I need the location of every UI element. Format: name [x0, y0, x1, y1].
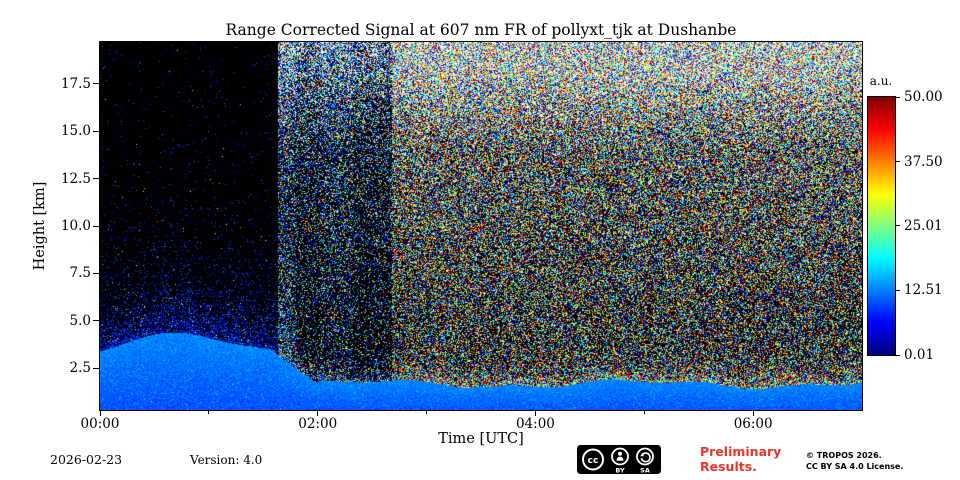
sa-label: SA	[640, 467, 650, 475]
colorbar-tick-mark	[896, 161, 900, 162]
attribution-icon	[611, 447, 629, 466]
attribution-icon-body	[616, 456, 624, 461]
copyright-line-2: CC BY SA 4.0 License.	[806, 461, 904, 471]
cc-icon	[582, 448, 604, 471]
x-minor-tick-mark	[208, 410, 210, 414]
colorbar-tick-mark	[896, 225, 900, 227]
by-label: BY	[615, 467, 625, 475]
copyright-line-1: © TROPOS 2026.	[806, 451, 882, 460]
colorbar-frame	[867, 96, 896, 356]
colorbar-tick-label: 0.01	[904, 347, 935, 363]
y-tick-label: 17.5	[60, 75, 91, 92]
y-tick-mark	[93, 83, 99, 85]
x-tick-label: 00:00	[80, 416, 120, 432]
preliminary-line-1: Preliminary	[700, 444, 782, 459]
x-tick-label: 02:00	[298, 416, 338, 432]
preliminary-results-note: Preliminary Results.	[700, 444, 781, 474]
colorbar-tick-label: 50.00	[904, 89, 943, 105]
y-tick-mark	[93, 367, 99, 369]
y-tick-label: 7.5	[69, 265, 91, 282]
colorbar-tick-label: 37.50	[904, 153, 943, 170]
y-tick-label: 5.0	[69, 312, 91, 329]
colorbar-tick-label: 12.51	[904, 282, 943, 299]
copyright-note: © TROPOS 2026. CC BY SA 4.0 License.	[806, 451, 903, 472]
heatmap-canvas	[100, 42, 862, 410]
colorbar-tick-mark	[896, 289, 900, 291]
cc-by-sa-badge-graphic: cc BY SA	[576, 444, 662, 475]
x-tick-label: 06:00	[733, 416, 773, 432]
x-axis-label: Time [UTC]	[438, 431, 524, 447]
x-minor-tick-mark	[426, 410, 428, 414]
colorbar-gradient	[868, 97, 895, 355]
share-alike-icon	[636, 447, 654, 466]
cc-icon-label: cc	[588, 456, 599, 466]
x-tick-mark	[317, 410, 319, 416]
y-tick-mark	[93, 225, 99, 227]
measurement-date: 2026-02-23	[50, 452, 123, 467]
x-tick-mark	[752, 410, 754, 416]
x-tick-label: 04:00	[515, 416, 555, 432]
preliminary-line-2: Results.	[700, 459, 757, 474]
colorbar-unit-label: a.u.	[869, 74, 893, 88]
heatmap-plot-frame	[99, 41, 863, 411]
y-tick-label: 10.0	[60, 218, 91, 234]
share-alike-arrowhead	[640, 452, 645, 457]
y-tick-mark	[93, 178, 99, 180]
attribution-icon-head	[618, 451, 622, 456]
y-tick-mark	[93, 320, 99, 322]
colorbar-tick-label: 25.01	[904, 217, 943, 234]
cc-by-sa-badge[interactable]: cc BY SA	[576, 444, 662, 475]
version-label: Version: 4.0	[190, 453, 263, 467]
colorbar-tick-mark	[896, 96, 900, 98]
x-minor-tick-mark	[643, 410, 645, 414]
y-tick-label: 15.0	[60, 123, 91, 140]
y-axis-label: Height [km]	[32, 181, 48, 271]
y-tick-mark	[93, 130, 99, 132]
x-tick-mark	[99, 410, 101, 416]
share-alike-arrow	[640, 452, 651, 463]
x-tick-mark	[534, 410, 536, 416]
y-tick-label: 12.5	[60, 170, 91, 187]
y-tick-mark	[93, 272, 99, 274]
chart-title: Range Corrected Signal at 607 nm FR of p…	[225, 21, 737, 39]
colorbar-tick-mark	[896, 354, 900, 356]
y-tick-label: 2.5	[69, 360, 91, 377]
